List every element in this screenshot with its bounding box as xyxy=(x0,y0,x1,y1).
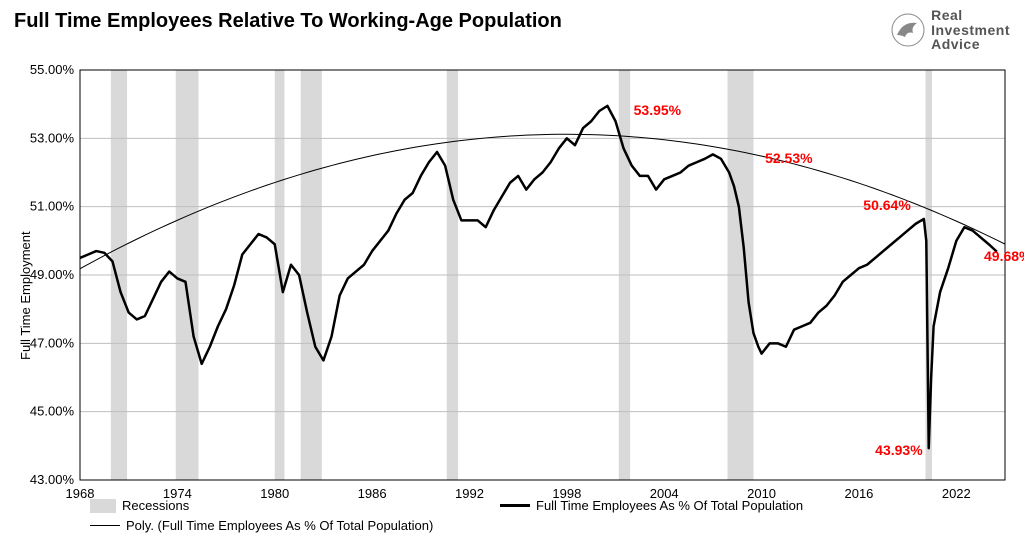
legend-series: Full Time Employees As % Of Total Popula… xyxy=(500,498,803,513)
svg-text:1986: 1986 xyxy=(358,486,387,501)
trend-swatch xyxy=(90,525,120,526)
annotation-label: 49.68% xyxy=(984,248,1024,264)
annotation-label: 43.93% xyxy=(875,442,922,458)
svg-text:2022: 2022 xyxy=(942,486,971,501)
svg-text:51.00%: 51.00% xyxy=(30,199,75,214)
svg-text:55.00%: 55.00% xyxy=(30,62,75,77)
recession-swatch xyxy=(90,499,116,513)
legend-trend: Poly. (Full Time Employees As % Of Total… xyxy=(90,518,433,533)
svg-text:2016: 2016 xyxy=(844,486,873,501)
chart-plot: 43.00% 45.00% 47.00% 49.00% 51.00% 53.00% 55.0… xyxy=(0,0,1024,560)
svg-text:45.00%: 45.00% xyxy=(30,404,75,419)
series-swatch xyxy=(500,504,530,507)
legend-series-label: Full Time Employees As % Of Total Popula… xyxy=(536,498,803,513)
svg-text:43.00%: 43.00% xyxy=(30,472,75,487)
annotation-label: 52.53% xyxy=(765,150,812,166)
svg-text:1992: 1992 xyxy=(455,486,484,501)
legend-recessions: Recessions xyxy=(90,498,189,513)
legend-trend-label: Poly. (Full Time Employees As % Of Total… xyxy=(126,518,433,533)
svg-text:47.00%: 47.00% xyxy=(30,335,75,350)
annotation-label: 50.64% xyxy=(863,197,910,213)
legend-recessions-label: Recessions xyxy=(122,498,189,513)
annotation-label: 53.95% xyxy=(634,102,681,118)
svg-text:53.00%: 53.00% xyxy=(30,130,75,145)
y-axis-label: Full Time Employment xyxy=(18,231,33,360)
svg-text:49.00%: 49.00% xyxy=(30,267,75,282)
svg-text:1980: 1980 xyxy=(260,486,289,501)
